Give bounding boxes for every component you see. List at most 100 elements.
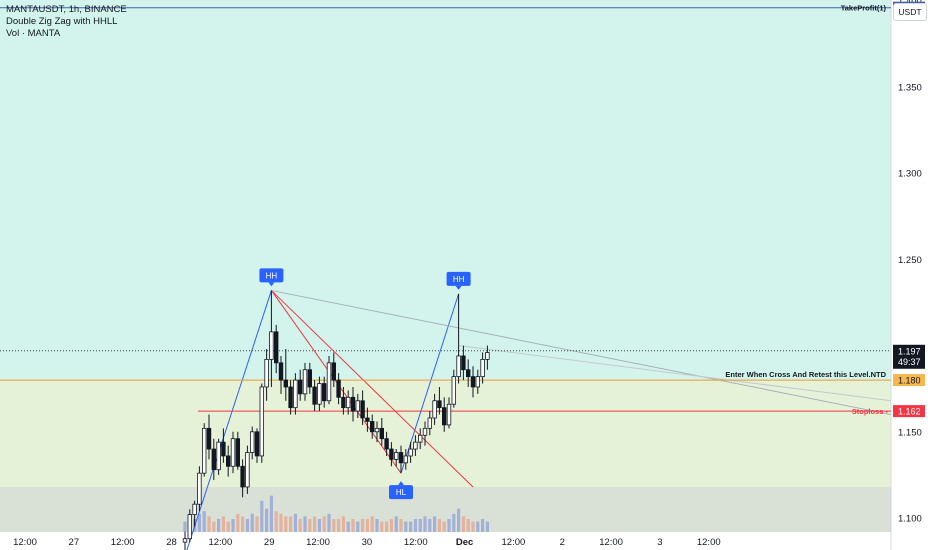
- candle: [393, 449, 399, 467]
- candle-body: [413, 441, 418, 450]
- time-axis-background: [0, 532, 932, 550]
- candle-body: [422, 427, 428, 436]
- time-tick-label: 12:00: [697, 537, 721, 548]
- candle: [206, 414, 212, 460]
- candle-body: [360, 400, 365, 419]
- current-price-badge: [893, 344, 925, 369]
- candle: [417, 428, 423, 450]
- volume-bar: [212, 521, 216, 532]
- volume-bar: [457, 508, 461, 532]
- time-tick-label: 12:00: [404, 537, 428, 548]
- candle: [317, 376, 322, 412]
- bar-countdown: 49:37: [898, 357, 921, 367]
- candle: [398, 445, 404, 474]
- candle: [369, 414, 375, 439]
- candle-body: [485, 352, 490, 360]
- candle-body: [341, 396, 346, 409]
- volume-bar: [332, 519, 336, 532]
- time-tick-label: 27: [69, 537, 80, 548]
- candle: [451, 369, 456, 408]
- price-tick-label: 1.300: [898, 169, 922, 180]
- candle-body: [456, 355, 461, 378]
- price-tick-label: 1.150: [898, 427, 922, 438]
- volume-bar: [327, 513, 331, 532]
- marker-hh: HH: [446, 271, 471, 290]
- volume-bar: [269, 495, 273, 532]
- entry-zone: [0, 0, 891, 381]
- candle-body: [211, 448, 216, 471]
- candle-body: [288, 386, 293, 409]
- candle: [307, 362, 312, 394]
- volume-bar: [313, 516, 317, 532]
- candle-body: [259, 386, 264, 457]
- marker-hh: HH: [259, 268, 284, 287]
- zigzag-segment: [270, 290, 402, 474]
- candle-body: [182, 538, 188, 543]
- candle: [321, 376, 327, 408]
- candle-body: [230, 438, 236, 467]
- price-tick-label: 1.100: [898, 514, 922, 525]
- candle: [360, 390, 365, 425]
- resistance-trendline: [271, 289, 892, 416]
- volume-bar: [308, 519, 312, 532]
- candle: [413, 435, 418, 456]
- candle: [312, 380, 317, 412]
- candle: [350, 386, 356, 422]
- candle-body: [283, 379, 288, 388]
- volume-bar: [476, 521, 480, 532]
- indicator-label[interactable]: Double Zig Zag with HHLL: [6, 16, 118, 27]
- volume-bar: [284, 516, 288, 532]
- volume-bar: [226, 521, 230, 532]
- currency-unit-button[interactable]: USDT: [893, 3, 927, 21]
- candle-body: [278, 362, 284, 381]
- volume-bar: [365, 519, 369, 532]
- volume-bar: [293, 513, 297, 532]
- candle-body: [374, 427, 380, 433]
- symbol-title[interactable]: MANTAUSDT, 1h, BINANCE: [6, 4, 127, 15]
- volume-bar: [481, 519, 485, 532]
- candle-body: [331, 362, 336, 381]
- volume-bar: [221, 516, 225, 532]
- time-tick-label: 30: [362, 537, 373, 548]
- volume-bar: [356, 521, 360, 532]
- volume-bar: [466, 519, 470, 532]
- candle-body: [480, 358, 485, 378]
- candle-body: [441, 407, 447, 426]
- price-tick-label: 1.250: [898, 255, 922, 266]
- candle-body: [336, 379, 341, 398]
- candle: [297, 369, 303, 401]
- time-tick-label: 12:00: [502, 537, 526, 548]
- candle: [365, 407, 370, 432]
- candle: [216, 438, 221, 475]
- candle-body: [446, 403, 452, 426]
- volume-label[interactable]: Vol · MANTA: [6, 28, 61, 39]
- take-profit-1-label: TakeProfit(1): [841, 4, 887, 13]
- candle: [235, 431, 240, 470]
- entry-value: 1.180: [898, 376, 921, 386]
- candle: [288, 380, 293, 415]
- volume-bar: [385, 521, 389, 532]
- candle-body: [245, 452, 250, 488]
- volume-bar: [241, 516, 245, 532]
- candle: [355, 393, 360, 419]
- marker-hl: HL: [389, 481, 413, 500]
- time-tick-label: Dec: [456, 537, 473, 548]
- candle-body: [249, 431, 255, 453]
- candle-body: [437, 400, 442, 409]
- candle-body: [264, 358, 269, 388]
- level-lines: TakeProfit(3)TakeProfit(1)Enter When Cro…: [0, 4, 891, 416]
- candle: [201, 423, 207, 477]
- time-tick-label: 28: [166, 537, 177, 548]
- time-tick-label: 12:00: [111, 537, 135, 548]
- candle-body: [297, 379, 303, 395]
- hhll-markers: HH HL HH: [259, 268, 471, 500]
- volume-bar: [341, 516, 345, 532]
- candle: [245, 445, 250, 494]
- candle: [403, 449, 408, 470]
- time-axis[interactable]: 12:00 27 12:00 28 12:00 29 12:00 30 12:00 Dec 12:0…: [13, 537, 721, 548]
- candle: [230, 431, 236, 474]
- marker-label: HH: [453, 275, 465, 284]
- candle: [264, 349, 269, 401]
- candle: [475, 369, 480, 394]
